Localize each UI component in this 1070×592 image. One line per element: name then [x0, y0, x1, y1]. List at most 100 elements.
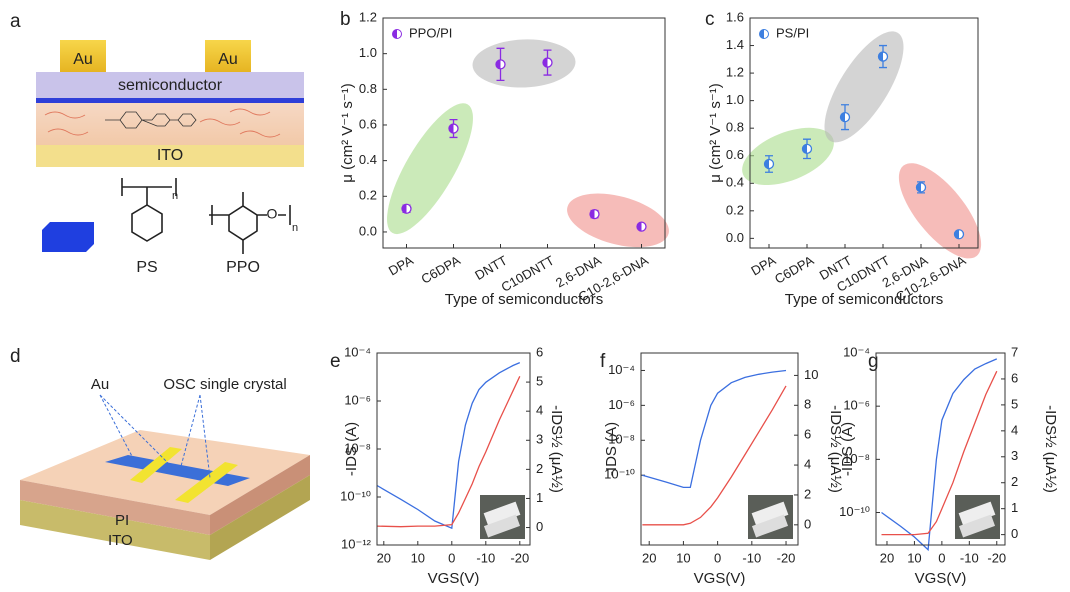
yticks-label: 0.4: [359, 152, 377, 167]
y2ticks-label: 3: [1011, 448, 1018, 463]
y-axis-title: μ (cm² V⁻¹ s⁻¹): [339, 83, 356, 182]
layer-label: semiconductor: [118, 77, 223, 94]
x-tick-label: C6DPA: [419, 252, 463, 286]
x-tick-label: -10: [742, 550, 761, 565]
x-axis-title: Type of semiconductors: [445, 291, 603, 308]
y-axis-title: -IDS (A): [839, 422, 856, 476]
x-tick-label: 20: [880, 550, 894, 565]
subscript: n: [292, 222, 298, 234]
ps-structure: [122, 178, 176, 241]
y-axis-title: -IDS (A): [603, 422, 620, 476]
x-tick-label: 10: [411, 550, 425, 565]
group-highlight: [885, 151, 996, 272]
x-tick-label: C6DPA: [772, 252, 816, 286]
panel-label: f: [600, 351, 606, 372]
y2ticks-label: 4: [1011, 422, 1018, 437]
x-axis-title: VGS(V): [915, 570, 967, 587]
y2ticks-label: 5: [1011, 396, 1018, 411]
yticks-label: 0.8: [359, 81, 377, 96]
schematic-a: a Au Au semiconductor ITO n PS O n PPO: [10, 11, 304, 276]
x-tick-label: 10: [676, 550, 690, 565]
y2ticks-label: 5: [536, 374, 543, 389]
callout: OSC single crystal: [163, 376, 286, 393]
polymer-label: PPO: [226, 259, 260, 276]
y2ticks-label: 8: [804, 397, 811, 412]
y2ticks-label: 0: [536, 519, 543, 534]
y2ticks-label: 3: [536, 432, 543, 447]
yticks-label: 10⁻¹⁰: [340, 488, 371, 503]
y2ticks-label: 6: [536, 344, 543, 359]
x-tick-label: 0: [938, 550, 945, 565]
y2ticks-label: 2: [804, 486, 811, 501]
polymer-label: PS: [136, 259, 157, 276]
x-axis-title: VGS(V): [694, 570, 746, 587]
yticks-label: 0.2: [359, 188, 377, 203]
y-axis-title: -IDS (A): [343, 422, 360, 476]
ppo-structure: [209, 192, 290, 254]
panel-label: e: [330, 351, 341, 372]
y-axis-title: μ (cm² V⁻¹ s⁻¹): [707, 83, 724, 182]
y2ticks-label: 4: [804, 456, 811, 471]
yticks-label: 0.0: [359, 223, 377, 238]
figure: a Au Au semiconductor ITO n PS O n PPO d: [0, 0, 1070, 592]
interface: [36, 98, 304, 103]
group-highlight: [810, 20, 918, 154]
layer-label: ITO: [108, 532, 133, 549]
y2ticks-label: 6: [1011, 370, 1018, 385]
yticks-label: 1.6: [726, 9, 744, 24]
y2ticks-label: 0: [1011, 526, 1018, 541]
group-highlight: [472, 38, 577, 90]
group-highlight: [372, 92, 489, 245]
yticks-label: 10⁻⁴: [344, 344, 371, 359]
y2ticks-label: 0: [804, 516, 811, 531]
x-tick-label: -20: [510, 550, 529, 565]
x-tick-label: -10: [476, 550, 495, 565]
yticks-label: 10⁻⁴: [608, 362, 635, 377]
yticks-label: 10⁻⁶: [843, 398, 870, 413]
x-tick-label: 0: [448, 550, 455, 565]
legend-label: PS/PI: [776, 25, 809, 40]
y2ticks-label: 2: [536, 461, 543, 476]
callout: Au: [91, 376, 109, 393]
page: {"panel_a": {"label": "a", "electrodes":…: [0, 0, 1070, 592]
yticks-label: 10⁻¹²: [341, 536, 372, 551]
x-axis-title: Type of semiconductors: [785, 291, 943, 308]
y2-axis-title: -IDS½ (μA½): [1042, 405, 1059, 493]
y2ticks-label: 7: [1011, 344, 1018, 359]
x-tick-label: 0: [714, 550, 721, 565]
legend-label: PPO/PI: [409, 25, 452, 40]
yticks-label: 1.4: [726, 37, 744, 52]
x-tick-label: -20: [987, 550, 1006, 565]
yticks-label: 0.6: [359, 116, 377, 131]
yticks-label: 0.0: [726, 230, 744, 245]
x-axis-title: VGS(V): [428, 570, 480, 587]
x-tick-label: 20: [377, 550, 391, 565]
panel-label: c: [705, 9, 715, 30]
x-tick-label: DPA: [386, 252, 416, 278]
y2ticks-label: 4: [536, 403, 543, 418]
layer-label: PI: [115, 512, 129, 529]
y2ticks-label: 10: [804, 367, 818, 382]
y2ticks-label: 1: [1011, 500, 1018, 515]
electrode-label: Au: [73, 51, 93, 68]
atom: O: [267, 206, 278, 222]
yticks-label: 0.6: [726, 147, 744, 162]
yticks-label: 1.2: [726, 65, 744, 80]
panel-label: d: [10, 346, 21, 367]
x-tick-label: 10: [907, 550, 921, 565]
x-tick-label: C10DNTT: [499, 253, 557, 295]
yticks-label: 10⁻⁶: [344, 392, 371, 407]
y2ticks-label: 1: [536, 490, 543, 505]
x-tick-label: -20: [777, 550, 796, 565]
y2-axis-title: -IDS½ (μA½): [548, 405, 565, 493]
subscript: n: [172, 190, 178, 202]
yticks-label: 0.8: [726, 120, 744, 135]
dielectric-layer: [36, 103, 304, 145]
yticks-label: 0.2: [726, 202, 744, 217]
schematic-d: d Au OSC single crystal PI ITO: [10, 346, 310, 560]
yticks-label: 10⁻⁶: [608, 397, 635, 412]
x-tick-label: 20: [642, 550, 656, 565]
yticks-label: 10⁻¹⁰: [839, 504, 870, 519]
panel-label: a: [10, 11, 21, 32]
yticks-label: 1.0: [726, 92, 744, 107]
